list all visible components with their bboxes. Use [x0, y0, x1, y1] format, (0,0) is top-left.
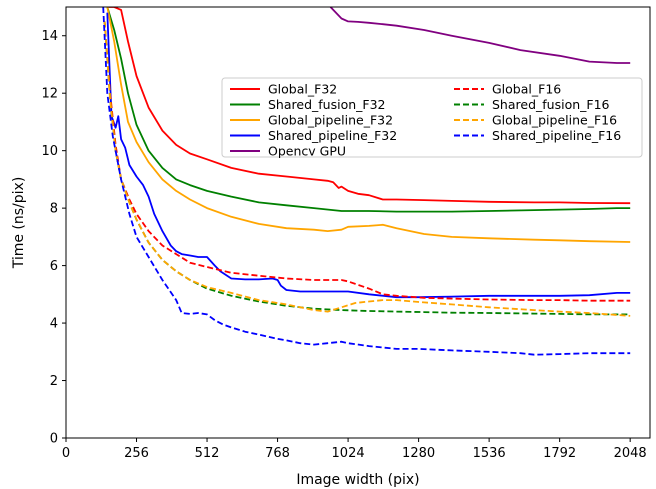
plot-frame [65, 6, 651, 439]
y-tick-label: 4 [50, 317, 58, 332]
legend-label: Global_F16 [492, 82, 561, 97]
legend-label: Global_F32 [268, 82, 337, 97]
y-tick-label: 6 [50, 259, 58, 274]
series-line-opencv-gpu [329, 7, 631, 64]
legend-box [221, 77, 643, 158]
series-line-global-pipeline-f16 [103, 21, 631, 317]
x-tick-label: 2048 [614, 446, 647, 461]
x-tick-label: 1024 [332, 446, 365, 461]
series-line-global-f16 [103, 21, 631, 302]
legend-label: Shared_pipeline_F32 [268, 128, 397, 143]
legend-label: Shared_fusion_F32 [268, 97, 385, 112]
x-tick-label: 768 [265, 446, 290, 461]
y-tick-label: 2 [50, 374, 58, 389]
x-tick-label: 512 [195, 446, 220, 461]
series-line-shared-fusion-f32 [106, 7, 631, 213]
y-tick-label: 0 [50, 432, 58, 447]
y-axis-label: Time (ns/pix) [11, 177, 27, 270]
x-tick-label: 1280 [402, 446, 435, 461]
x-tick-label: 1792 [543, 446, 576, 461]
series-line-global-f32 [108, 7, 631, 205]
series-line-shared-fusion-f16 [103, 21, 631, 316]
x-tick-label: 0 [62, 446, 70, 461]
legend-label: Global_pipeline_F32 [268, 113, 393, 128]
y-tick-label: 8 [50, 202, 58, 217]
legend-label: Shared_pipeline_F16 [492, 128, 621, 143]
series-line-global-pipeline-f32 [106, 7, 631, 243]
y-tick-label: 10 [41, 144, 58, 159]
y-tick-label: 14 [41, 29, 58, 44]
legend-label: Shared_fusion_F16 [492, 97, 610, 112]
legend-label: Global_pipeline_F16 [492, 113, 617, 128]
x-tick-label: 1536 [473, 446, 506, 461]
legend-label: Opencv GPU [268, 144, 346, 159]
x-axis-label: Image width (pix) [296, 472, 419, 488]
y-tick-label: 12 [41, 87, 58, 102]
x-tick-label: 256 [124, 446, 149, 461]
series-line-shared-pipeline-f16 [102, 7, 631, 356]
